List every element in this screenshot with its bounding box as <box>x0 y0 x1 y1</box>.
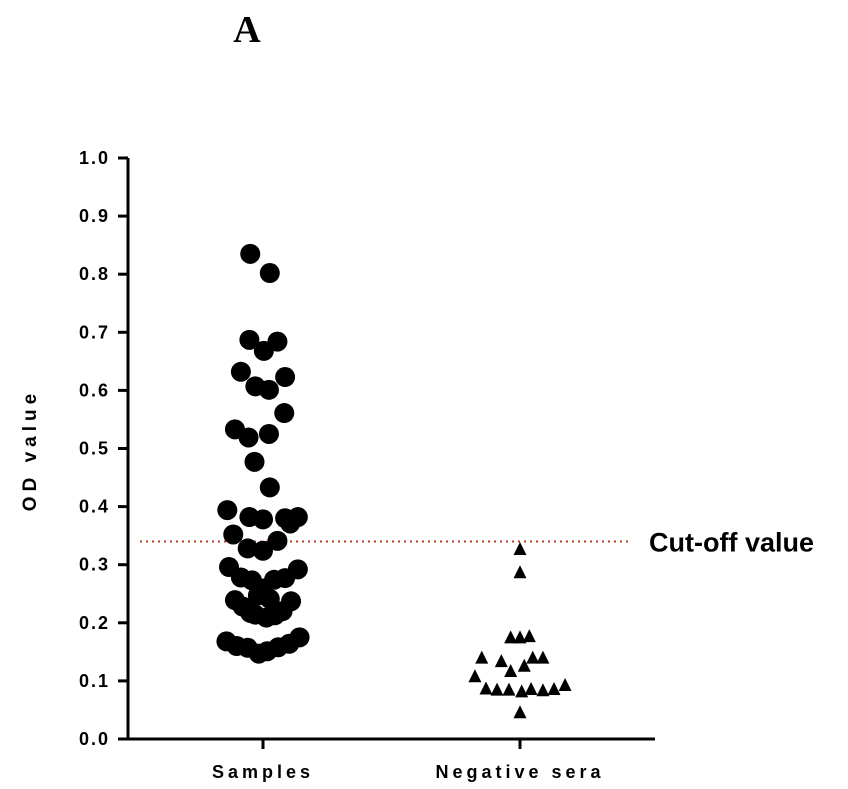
sample-point <box>239 329 260 350</box>
negative-sera-point <box>502 682 516 696</box>
negative-sera-point <box>494 654 508 668</box>
y-tick-label: 0.3 <box>79 555 110 575</box>
sample-point <box>259 263 280 284</box>
y-tick-label: 0.8 <box>79 264 110 284</box>
y-tick-label: 0.9 <box>79 206 110 226</box>
y-axis-title: OD value <box>20 389 41 511</box>
negative-sera-point <box>547 682 561 696</box>
sample-point <box>240 243 261 264</box>
sample-point <box>275 367 296 388</box>
sample-point <box>275 568 296 589</box>
negative-sera-point <box>536 683 550 697</box>
y-tick-label: 0.7 <box>79 322 110 342</box>
axes: 0.0 0.1 0.2 0.3 0.4 0.5 0.6 0.7 0.8 0.9 1.0 Samples… <box>79 148 655 782</box>
sample-point <box>217 500 238 521</box>
negative-sera-point <box>513 565 527 579</box>
y-tick-label: 0.1 <box>79 671 110 691</box>
negative-sera-point <box>504 630 518 644</box>
negative-sera-point <box>558 677 572 691</box>
sample-point <box>258 379 279 400</box>
negative-sera-point <box>517 658 531 672</box>
negative-sera-point <box>490 682 504 696</box>
y-tick-label: 0.0 <box>79 729 110 749</box>
sample-point <box>253 540 273 561</box>
sample-point <box>244 451 265 472</box>
negative-sera-point <box>513 542 527 556</box>
y-tick-label: 0.2 <box>79 613 110 633</box>
y-tick-label: 1.0 <box>79 148 110 168</box>
negative-sera-point <box>524 682 538 696</box>
negative-sera-point <box>522 629 536 643</box>
x-category-label: Samples <box>212 762 314 782</box>
sample-point <box>230 361 251 382</box>
sample-point <box>237 538 258 559</box>
sample-point <box>281 591 302 612</box>
negative-sera-point <box>515 684 529 698</box>
sample-point <box>238 427 259 448</box>
negative-sera-point <box>536 650 550 664</box>
sample-point <box>267 530 288 551</box>
negative-sera-point <box>513 630 527 644</box>
negative-sera-point <box>475 650 489 664</box>
panel-label: A <box>233 9 261 51</box>
sample-point <box>274 403 295 424</box>
sample-point <box>259 477 280 498</box>
sample-point <box>253 509 273 530</box>
sample-point <box>287 507 308 528</box>
cutoff-line-group: Cut-off value <box>140 527 814 557</box>
negative-sera-point <box>479 681 493 695</box>
cutoff-label: Cut-off value <box>649 527 814 557</box>
y-tick-label: 0.4 <box>79 497 110 517</box>
sample-point <box>289 627 310 648</box>
y-tick-label: 0.5 <box>79 439 110 459</box>
sample-point <box>223 524 244 545</box>
negative-sera-point <box>468 669 482 683</box>
sample-point <box>258 423 279 444</box>
y-tick-label: 0.6 <box>79 380 110 400</box>
x-category-label: Negative sera <box>435 762 604 782</box>
negative-sera-point <box>504 664 518 678</box>
sample-point <box>259 588 280 609</box>
negative-sera-point <box>526 650 540 664</box>
data-points <box>216 243 572 719</box>
sample-point <box>267 331 288 352</box>
negative-sera-point <box>513 705 527 719</box>
